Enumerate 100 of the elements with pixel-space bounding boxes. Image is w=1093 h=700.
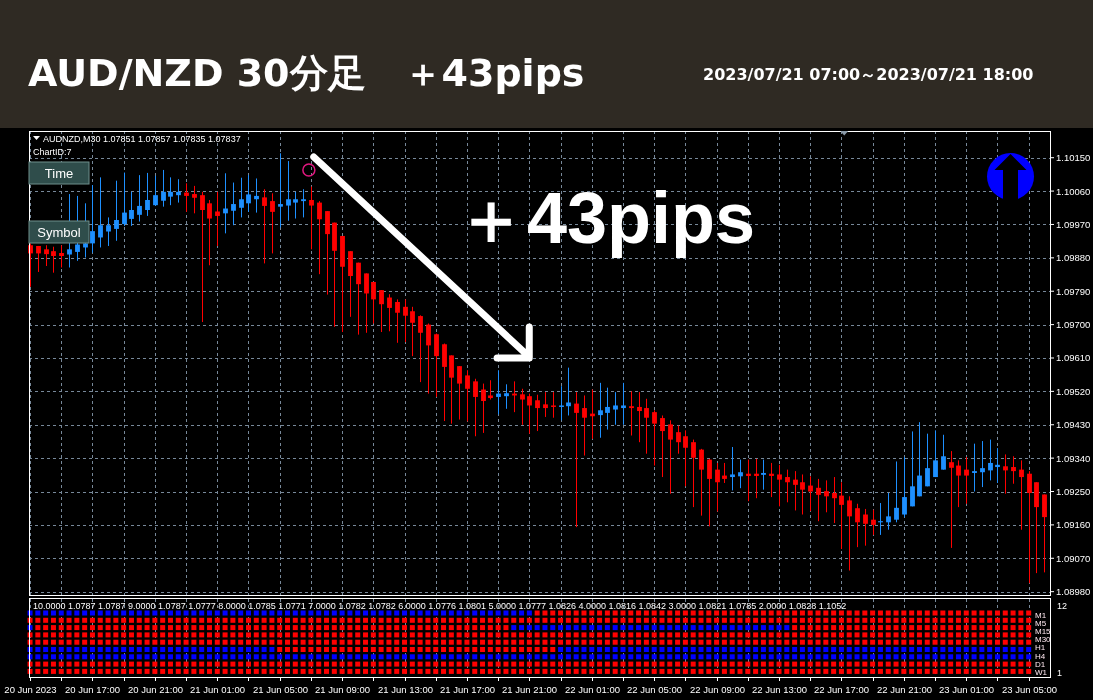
x-tick-label: 22 Jun 01:00 — [565, 683, 620, 695]
candlestick — [293, 191, 298, 220]
candlestick — [504, 383, 509, 410]
candlestick — [231, 182, 236, 226]
candlestick — [676, 425, 681, 455]
y-tick-label: 1.09430 — [1056, 419, 1091, 431]
candlestick — [403, 298, 408, 343]
candlestick — [207, 199, 212, 266]
candlestick — [488, 379, 493, 401]
candlestick — [270, 192, 275, 254]
x-tick-label: 20 Jun 2023 — [4, 683, 57, 695]
candlestick — [863, 508, 868, 547]
y-tick-label: 1.10060 — [1056, 185, 1091, 197]
candlestick — [574, 391, 579, 528]
candlestick — [668, 419, 673, 495]
x-tick-label: 21 Jun 05:00 — [253, 683, 308, 695]
candlestick — [738, 459, 743, 489]
candlestick — [457, 365, 462, 421]
y-tick-label: 1.09970 — [1056, 218, 1091, 230]
button[interactable]: Symbol — [28, 220, 90, 244]
candlestick — [917, 421, 922, 497]
x-tick-label: 22 Jun 05:00 — [627, 683, 682, 695]
candlestick — [629, 390, 634, 437]
x-tick-label: 22 Jun 09:00 — [690, 683, 745, 695]
x-tick-label: 20 Jun 17:00 — [65, 683, 120, 695]
candlestick — [683, 429, 688, 487]
candlestick — [582, 394, 587, 457]
text: M30 — [1035, 635, 1052, 645]
candlestick — [551, 391, 556, 419]
candlestick — [995, 447, 1000, 484]
candlestick — [980, 440, 985, 488]
candlestick — [956, 459, 961, 508]
x-tick-label: 20 Jun 21:00 — [128, 683, 183, 695]
candlestick — [286, 160, 291, 222]
candlestick — [129, 191, 134, 227]
candlestick — [933, 429, 938, 478]
text: 12 — [1057, 601, 1068, 611]
candlestick — [800, 473, 805, 516]
candlestick — [746, 459, 751, 502]
candlestick — [644, 398, 649, 455]
candlestick — [200, 191, 205, 323]
candlestick — [36, 245, 41, 273]
x-tick-label: 23 Jun 01:00 — [939, 683, 994, 695]
candlestick — [902, 456, 907, 518]
text: M15 — [1035, 627, 1052, 637]
candlestick — [434, 333, 439, 398]
candlestick — [886, 492, 891, 531]
y-tick-label: 1.09250 — [1056, 486, 1091, 498]
candlestick — [176, 178, 181, 204]
candlestick — [621, 382, 626, 426]
candlestick — [605, 387, 610, 431]
candlestick — [262, 188, 267, 264]
candlestick — [246, 174, 251, 213]
annotation: ChartID:7 — [33, 147, 72, 157]
candlestick — [153, 175, 158, 207]
candlestick — [215, 191, 220, 247]
text: M5 — [1035, 619, 1047, 629]
candlestick — [449, 354, 454, 425]
candlestick — [114, 180, 119, 242]
candlestick — [90, 184, 95, 254]
y-tick-label: 1.09520 — [1056, 385, 1091, 397]
candlestick — [910, 430, 915, 507]
candlestick — [161, 169, 166, 208]
candlestick — [839, 481, 844, 550]
candlestick — [1011, 455, 1016, 485]
candlestick — [239, 177, 244, 218]
candlestick — [925, 433, 930, 487]
candlestick — [878, 502, 883, 536]
button[interactable]: Time — [28, 161, 90, 185]
candlestick — [761, 459, 766, 491]
candlestick — [496, 369, 501, 415]
candlestick — [145, 172, 150, 217]
candlestick — [122, 172, 127, 227]
candlestick — [722, 462, 727, 484]
candlestick — [941, 434, 946, 471]
chart-title: AUD/NZD 30分足 ＋43pips — [28, 51, 585, 95]
annotation: Time — [44, 165, 74, 181]
candlestick — [51, 246, 56, 274]
candlestick — [395, 298, 400, 344]
y-tick-label: 1.09160 — [1056, 519, 1091, 531]
candlestick — [754, 458, 759, 499]
candlestick — [535, 394, 540, 432]
candlestick — [442, 343, 447, 422]
candlestick — [1003, 453, 1008, 495]
text: H4 — [1035, 651, 1046, 661]
candlestick — [192, 185, 197, 214]
candlestick — [137, 174, 142, 222]
candlestick — [964, 456, 969, 505]
candlestick — [473, 378, 478, 437]
candlestick — [301, 188, 306, 218]
text: W1 — [1035, 667, 1048, 677]
candlestick — [972, 443, 977, 493]
candlestick — [254, 177, 259, 214]
y-tick-label: 1.08980 — [1056, 586, 1091, 598]
candlestick — [699, 448, 704, 517]
candlestick — [949, 450, 954, 549]
chart-subtitle: 2023/07/21 07:00～2023/07/21 18:00 — [703, 65, 1034, 84]
candlestick — [317, 200, 322, 275]
annotation: Symbol — [37, 224, 81, 240]
candlestick — [816, 478, 821, 522]
